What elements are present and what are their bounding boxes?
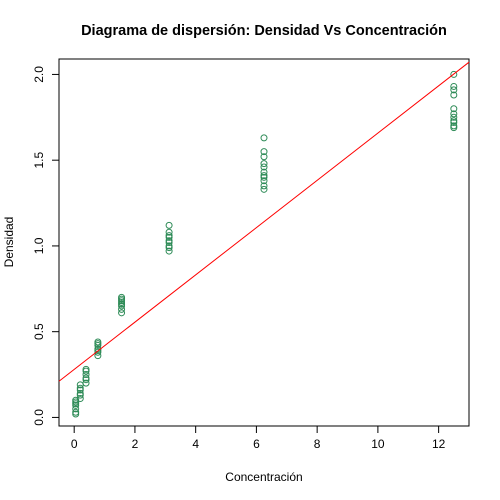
data-point xyxy=(72,405,80,413)
data-point xyxy=(260,148,268,156)
data-point xyxy=(72,408,80,416)
data-point xyxy=(118,309,126,317)
y-axis-label: Densidad xyxy=(2,217,16,268)
x-tick-label: 8 xyxy=(314,437,321,451)
data-point xyxy=(450,91,458,99)
data-point xyxy=(82,365,90,373)
x-tick-label: 4 xyxy=(192,437,199,451)
data-point xyxy=(260,160,268,168)
data-point xyxy=(76,384,84,392)
data-point xyxy=(260,185,268,193)
data-point xyxy=(76,395,84,403)
regression-line-group xyxy=(58,61,470,382)
data-point xyxy=(260,168,268,176)
data-point xyxy=(260,182,268,190)
data-point xyxy=(94,338,102,346)
y-axis: 0.0 0.5 1.0 1.5 2.0 xyxy=(32,66,60,426)
data-point xyxy=(118,305,126,313)
y-tick-label: 2.0 xyxy=(32,66,46,83)
chart-title: Diagrama de dispersión: Densidad Vs Conc… xyxy=(81,23,447,39)
plot-frame xyxy=(58,58,470,427)
data-point xyxy=(165,242,173,250)
data-point xyxy=(94,352,102,360)
data-point xyxy=(260,172,268,180)
data-point xyxy=(165,247,173,255)
y-tick-label: 0.5 xyxy=(32,323,46,340)
x-axis-label: Concentración xyxy=(225,470,302,484)
data-point xyxy=(450,122,458,130)
x-tick-label: 10 xyxy=(371,437,385,451)
y-tick-label: 1.5 xyxy=(32,152,46,169)
data-point xyxy=(260,163,268,171)
data-point xyxy=(260,153,268,161)
data-point xyxy=(450,86,458,94)
data-point xyxy=(82,374,90,382)
regression-line xyxy=(58,61,470,382)
data-point xyxy=(260,177,268,185)
data-point xyxy=(82,371,90,379)
x-tick-label: 2 xyxy=(132,437,139,451)
data-point xyxy=(118,293,126,301)
x-tick-label: 6 xyxy=(253,437,260,451)
x-axis: 0 2 4 6 8 10 12 xyxy=(71,425,446,451)
data-point xyxy=(450,70,458,78)
data-point xyxy=(450,82,458,90)
data-point xyxy=(82,379,90,387)
data-point xyxy=(450,113,458,121)
data-point xyxy=(165,232,173,240)
x-tick-label: 0 xyxy=(71,437,78,451)
data-point xyxy=(76,389,84,397)
data-point xyxy=(450,117,458,125)
data-points xyxy=(72,70,458,418)
data-point xyxy=(165,228,173,236)
data-point xyxy=(72,396,80,404)
data-point xyxy=(165,237,173,245)
data-point xyxy=(165,221,173,229)
data-point xyxy=(450,110,458,118)
data-point xyxy=(450,105,458,113)
x-tick-label: 12 xyxy=(432,437,446,451)
y-tick-label: 0.0 xyxy=(32,409,46,426)
data-point xyxy=(260,134,268,142)
y-tick-label: 1.0 xyxy=(32,237,46,254)
